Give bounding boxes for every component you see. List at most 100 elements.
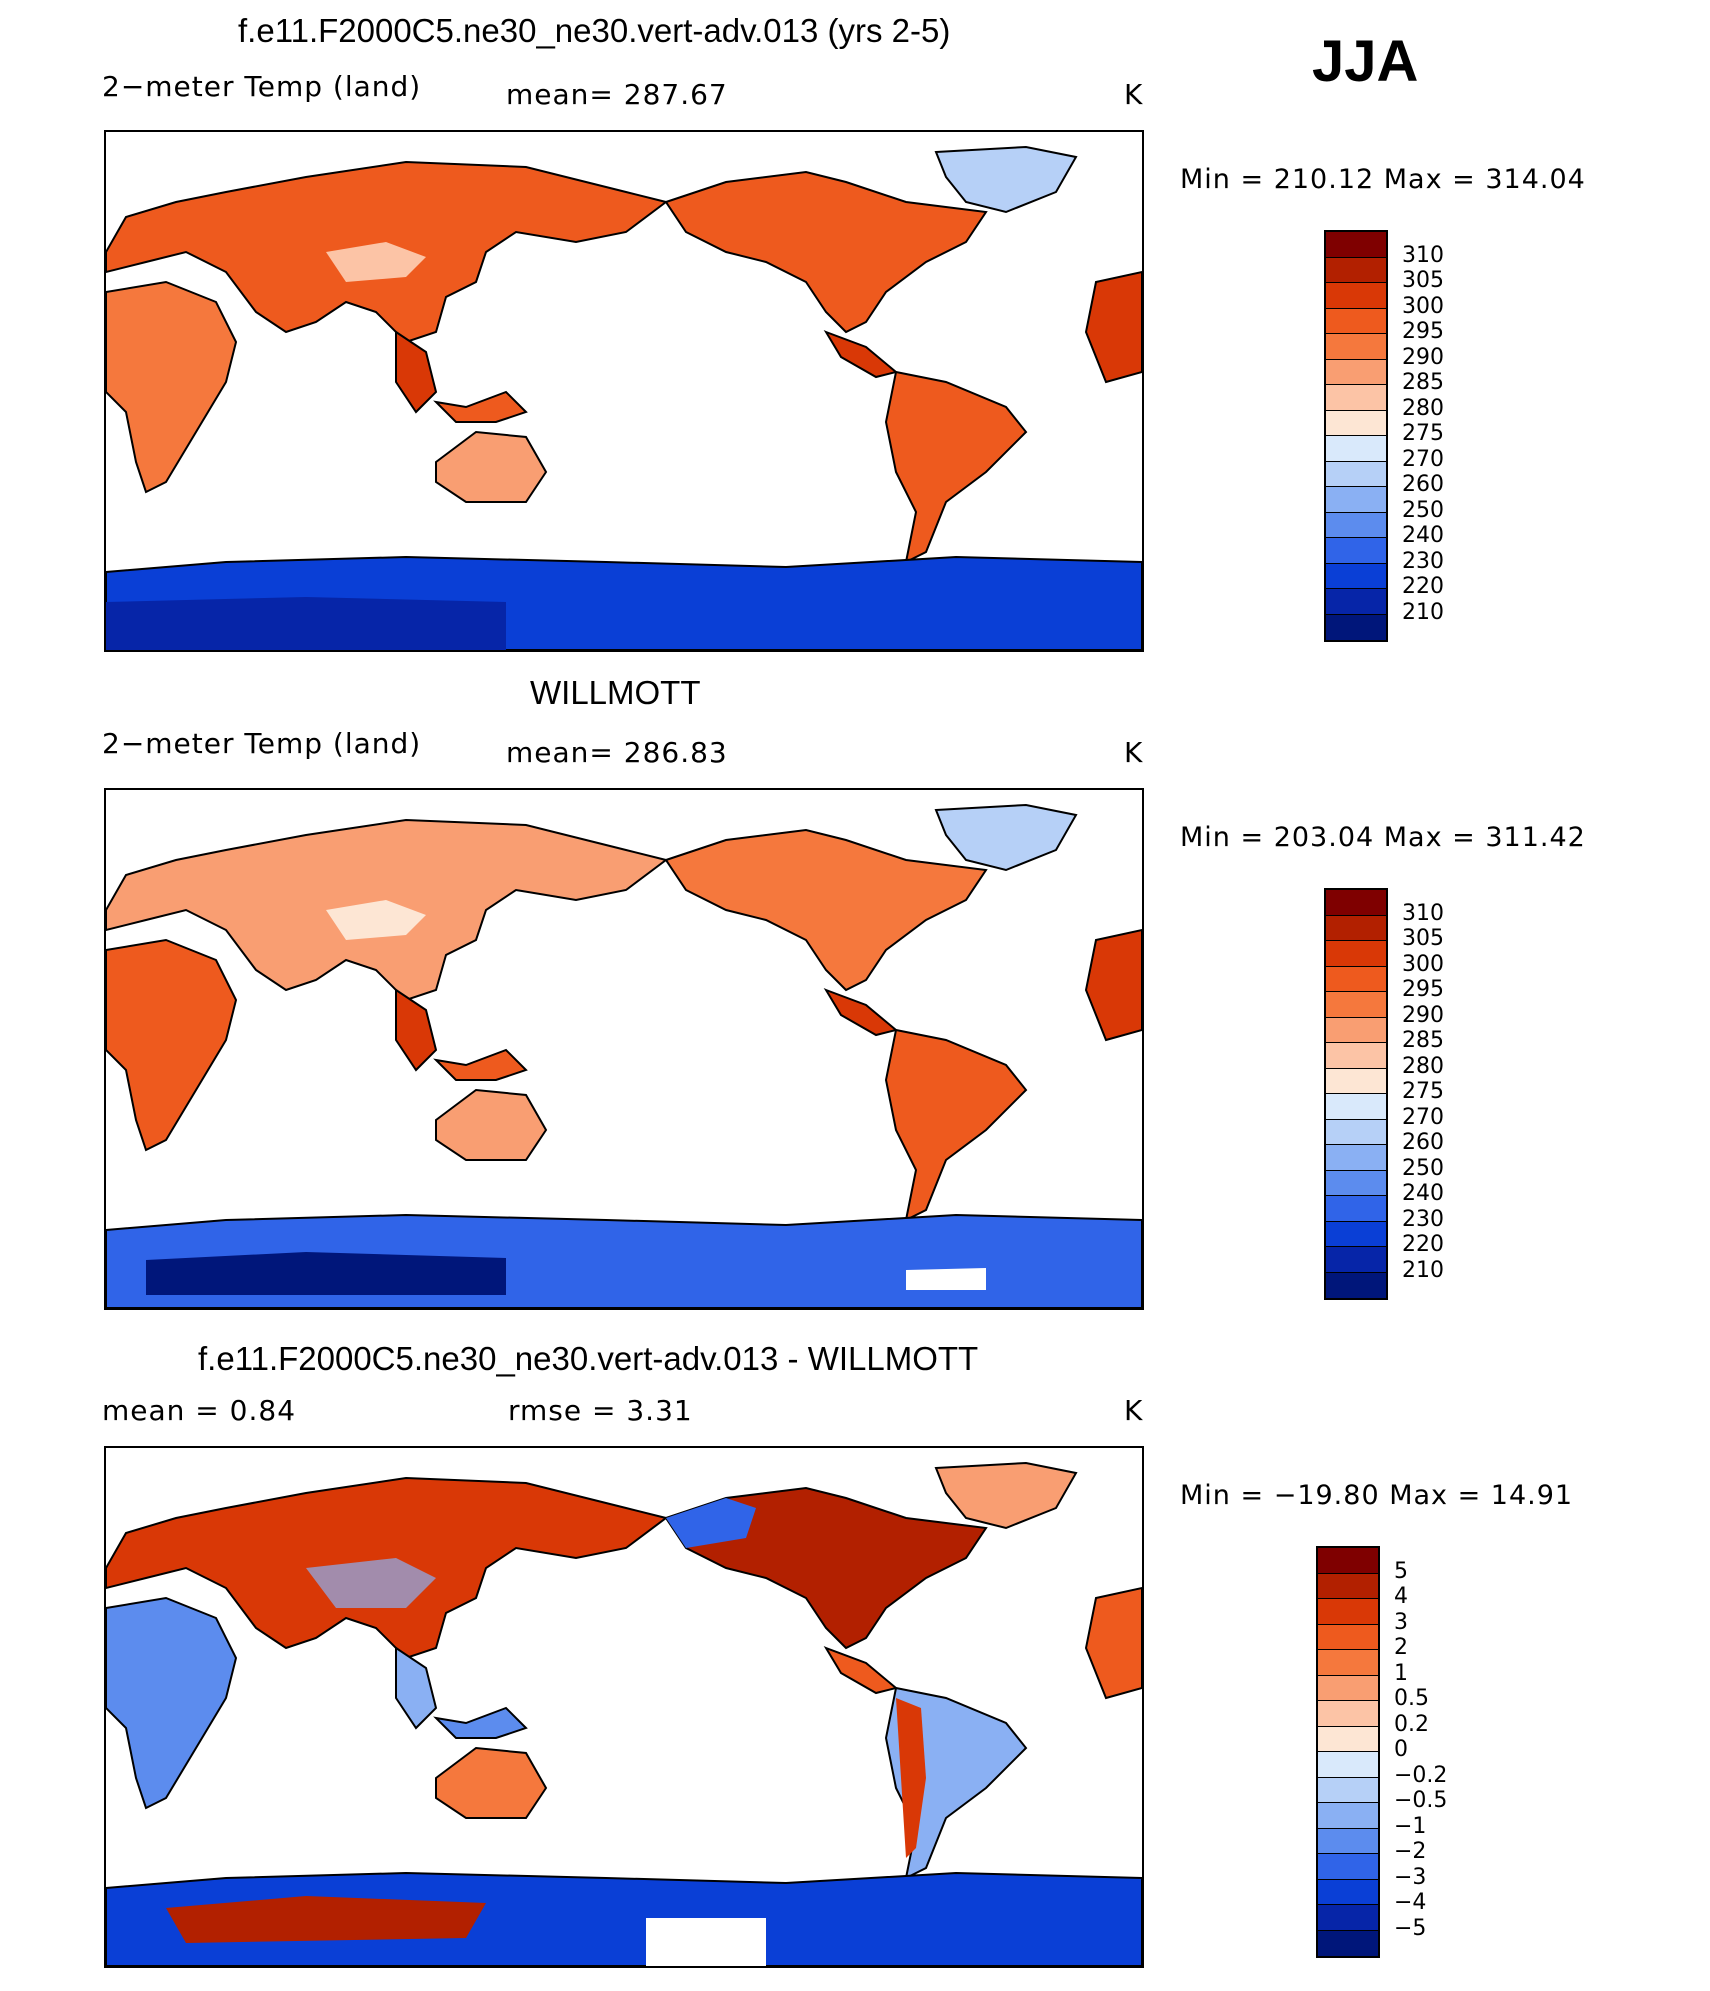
colorbar-swatch: [1326, 1043, 1386, 1069]
colorbar-tick-label: 290: [1402, 344, 1444, 370]
antarctica-east: [106, 597, 506, 650]
central-america-landmass: [823, 330, 899, 379]
colorbar-swatch: [1326, 385, 1386, 411]
colorbar-tick-label: 260: [1402, 472, 1444, 497]
colorbar-swatch: [1326, 538, 1386, 564]
colorbar-tick-label: −3: [1394, 1864, 1427, 1890]
panel-2-colorbar: [1324, 888, 1388, 1300]
colorbar-tick-label: 275: [1402, 421, 1444, 446]
colorbar-tick-label: 240: [1402, 523, 1444, 548]
panel-3-minmax: Min = −19.80 Max = 14.91: [1180, 1480, 1574, 1511]
colorbar-swatch: [1318, 1752, 1378, 1778]
antarctica-landmass: [106, 1871, 1142, 1966]
colorbar-swatch: [1318, 1548, 1378, 1574]
colorbar-tick-label: 280: [1402, 1053, 1444, 1079]
colorbar-tick-label: 300: [1402, 951, 1444, 977]
panel-3-mean-label: mean = 0.84: [102, 1394, 297, 1427]
colorbar-tick-label: −2: [1394, 1839, 1427, 1864]
colorbar-tick-label: 2: [1394, 1635, 1408, 1660]
north-america-landmass: [664, 170, 988, 334]
africa-landmass: [106, 938, 238, 1152]
colorbar-swatch: [1326, 966, 1386, 992]
colorbar-tick-label: −0.2: [1394, 1762, 1448, 1788]
colorbar-swatch: [1326, 941, 1386, 967]
colorbar-swatch: [1318, 1930, 1378, 1956]
colorbar-tick-label: 290: [1402, 1002, 1444, 1028]
colorbar-tick-label: 250: [1402, 1155, 1444, 1181]
colorbar-swatch: [1326, 992, 1386, 1018]
colorbar-tick-label: −0.5: [1394, 1788, 1448, 1813]
colorbar-tick-label: 5: [1394, 1558, 1408, 1584]
colorbar-swatch: [1326, 1221, 1386, 1247]
colorbar-swatch: [1326, 283, 1386, 309]
colorbar-tick-label: 4: [1394, 1584, 1408, 1609]
colorbar-tick-label: 0: [1394, 1737, 1408, 1762]
north-america-landmass: [664, 828, 988, 992]
colorbar-swatch: [1326, 915, 1386, 941]
colorbar-tick-label: 230: [1402, 1206, 1444, 1232]
greenland-landmass: [934, 1461, 1078, 1530]
colorbar-tick-label: −1: [1394, 1813, 1427, 1839]
antarctica-white-gap: [646, 1918, 766, 1966]
colorbar-swatch: [1326, 1119, 1386, 1145]
central-america-landmass: [823, 988, 899, 1037]
colorbar-tick-label: 220: [1402, 1232, 1444, 1257]
season-label: JJA: [1312, 29, 1419, 94]
panel-2-unit-label: K: [1124, 736, 1144, 769]
colorbar-tick-label: 300: [1402, 293, 1444, 319]
colorbar-swatch: [1326, 1196, 1386, 1222]
colorbar-swatch: [1326, 334, 1386, 360]
colorbar-swatch: [1326, 359, 1386, 385]
colorbar-tick-label: 270: [1402, 1104, 1444, 1130]
panel-1-colorbar-labels: 310 305 300 295 290 285 280 275 270 260 250 240 230 2…: [1402, 230, 1502, 638]
colorbar-swatch: [1318, 1879, 1378, 1905]
colorbar-swatch: [1326, 308, 1386, 334]
australia-landmass: [435, 1088, 548, 1161]
antarctica-interior: [146, 1252, 506, 1295]
africa-east-edge: [1084, 270, 1142, 384]
colorbar-tick-label: 285: [1402, 1028, 1444, 1053]
panel-1-title: f.e11.F2000C5.ne30_ne30.vert-adv.013 (yr…: [238, 12, 951, 49]
greenland-landmass: [934, 145, 1078, 214]
panel-1-map: [104, 130, 1144, 652]
panel-1-unit-label: K: [1124, 78, 1144, 111]
colorbar-tick-label: 310: [1402, 900, 1444, 926]
colorbar-swatch: [1318, 1599, 1378, 1625]
colorbar-tick-label: 240: [1402, 1181, 1444, 1206]
africa-east-edge: [1084, 1586, 1142, 1700]
africa-landmass: [106, 1596, 238, 1810]
panel-3-colorbar: [1316, 1546, 1380, 1958]
colorbar-tick-label: 0.5: [1394, 1686, 1429, 1711]
colorbar-swatch: [1326, 436, 1386, 462]
colorbar-swatch: [1318, 1803, 1378, 1829]
colorbar-swatch: [1326, 1170, 1386, 1196]
colorbar-swatch: [1326, 487, 1386, 513]
colorbar-swatch: [1326, 1068, 1386, 1094]
tibet-mixed: [306, 1558, 436, 1608]
antarctica-peninsula-gap: [906, 1268, 986, 1290]
colorbar-swatch: [1318, 1573, 1378, 1599]
colorbar-tick-label: 295: [1402, 977, 1444, 1002]
colorbar-swatch: [1326, 410, 1386, 436]
southeast-asia-landmass: [395, 988, 438, 1072]
colorbar-swatch: [1326, 1145, 1386, 1171]
colorbar-swatch: [1326, 461, 1386, 487]
panel-2-map: [104, 788, 1144, 1310]
indonesia-islands: [433, 390, 528, 423]
colorbar-swatch: [1318, 1701, 1378, 1727]
colorbar-tick-label: 310: [1402, 242, 1444, 268]
colorbar-swatch: [1326, 589, 1386, 615]
colorbar-swatch: [1326, 512, 1386, 538]
panel-1-colorbar: [1324, 230, 1388, 642]
colorbar-tick-label: 275: [1402, 1079, 1444, 1104]
panel-1-minmax: Min = 210.12 Max = 314.04: [1180, 164, 1586, 195]
colorbar-tick-label: −4: [1394, 1890, 1427, 1915]
panel-3-map: [104, 1446, 1144, 1968]
colorbar-swatch: [1326, 232, 1386, 258]
colorbar-tick-label: 210: [1402, 599, 1444, 625]
colorbar-swatch: [1326, 563, 1386, 589]
panel-3-rmse-label: rmse = 3.31: [508, 1394, 693, 1427]
colorbar-swatch: [1318, 1854, 1378, 1880]
indonesia-islands: [433, 1706, 528, 1739]
colorbar-swatch: [1326, 614, 1386, 640]
